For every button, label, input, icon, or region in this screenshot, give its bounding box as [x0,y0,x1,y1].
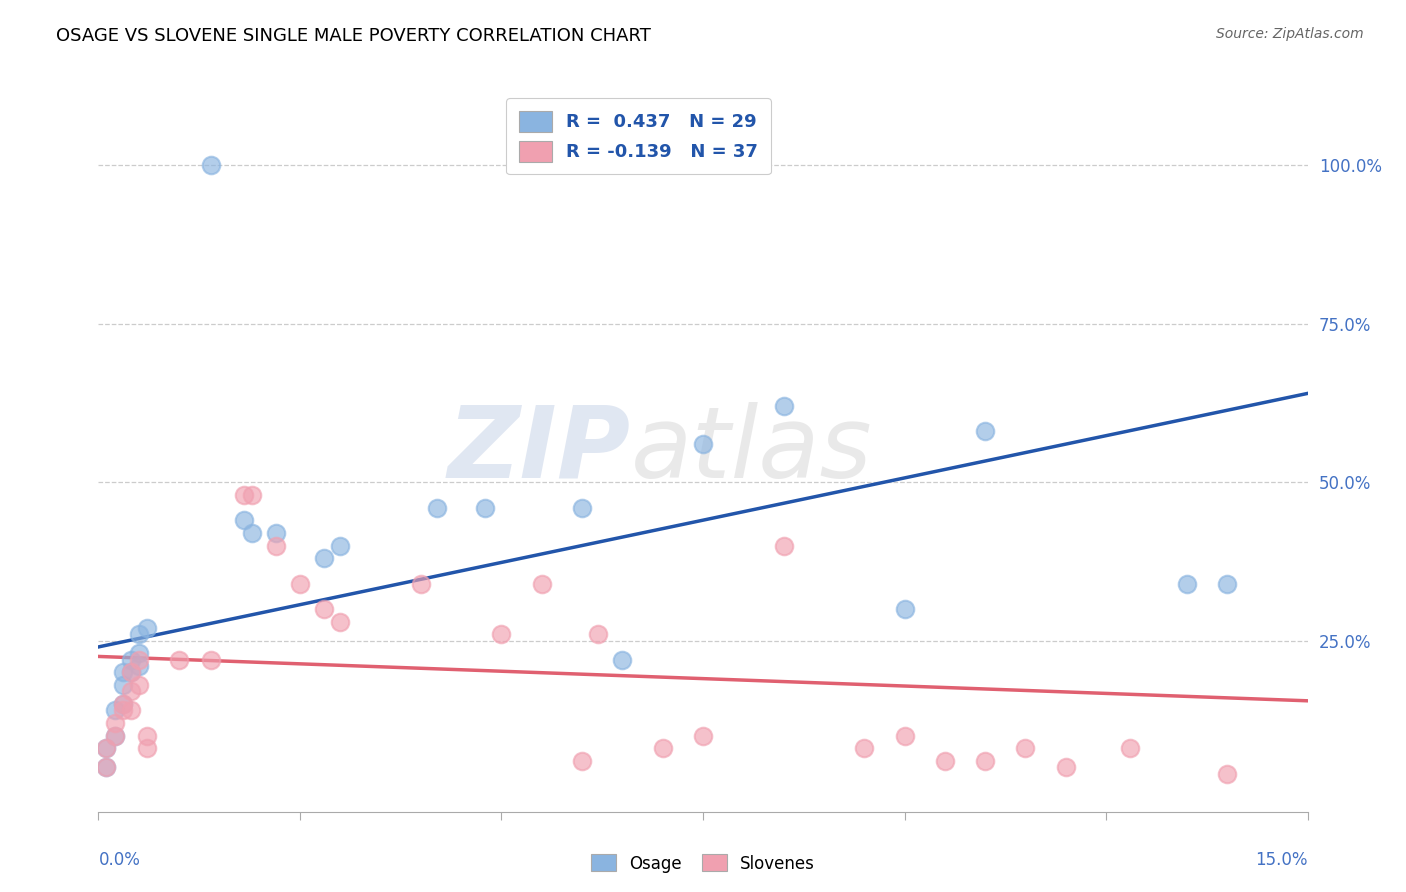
Point [96,760,118,774]
Point [111,697,134,711]
Point [232,513,254,527]
Point [120,665,142,680]
Point [264,539,287,553]
Point [103,729,125,743]
Point [772,539,794,553]
Point [893,729,915,743]
Legend: R =  0.437   N = 29, R = -0.139   N = 37: R = 0.437 N = 29, R = -0.139 N = 37 [506,98,770,174]
Point [111,697,134,711]
Point [853,741,876,756]
Point [1119,741,1142,756]
Point [474,500,496,515]
Text: OSAGE VS SLOVENE SINGLE MALE POVERTY CORRELATION CHART: OSAGE VS SLOVENE SINGLE MALE POVERTY COR… [56,27,651,45]
Point [612,652,634,666]
Point [103,729,125,743]
Point [128,646,150,660]
Point [329,615,352,629]
Point [491,627,513,641]
Point [128,627,150,641]
Point [288,576,311,591]
Point [135,621,157,635]
Legend: Osage, Slovenes: Osage, Slovenes [585,847,821,880]
Point [120,684,142,698]
Point [1216,576,1239,591]
Point [264,525,287,540]
Point [1175,576,1198,591]
Point [111,665,134,680]
Point [893,602,915,616]
Text: atlas: atlas [630,402,872,499]
Point [651,741,673,756]
Point [96,741,118,756]
Point [128,678,150,692]
Point [135,741,157,756]
Point [329,539,352,553]
Point [96,741,118,756]
Text: Source: ZipAtlas.com: Source: ZipAtlas.com [1216,27,1364,41]
Point [772,399,794,413]
Point [1014,741,1036,756]
Point [200,652,222,666]
Point [974,754,997,768]
Point [167,652,190,666]
Point [232,488,254,502]
Point [586,627,609,641]
Point [426,500,449,515]
Point [128,652,150,666]
Point [135,729,157,743]
Point [934,754,956,768]
Point [571,754,593,768]
Point [1216,766,1239,780]
Point [692,437,714,451]
Point [103,716,125,731]
Point [128,659,150,673]
Point [240,488,263,502]
Point [120,652,142,666]
Point [103,703,125,717]
Point [200,158,222,172]
Point [96,760,118,774]
Point [111,678,134,692]
Point [314,602,336,616]
Point [974,425,997,439]
Point [314,551,336,566]
Text: 0.0%: 0.0% [98,851,141,869]
Point [530,576,553,591]
Point [409,576,432,591]
Text: ZIP: ZIP [447,402,630,499]
Text: 15.0%: 15.0% [1256,851,1308,869]
Point [692,729,714,743]
Point [120,665,142,680]
Point [120,703,142,717]
Point [1054,760,1077,774]
Point [571,500,593,515]
Point [111,703,134,717]
Point [240,525,263,540]
